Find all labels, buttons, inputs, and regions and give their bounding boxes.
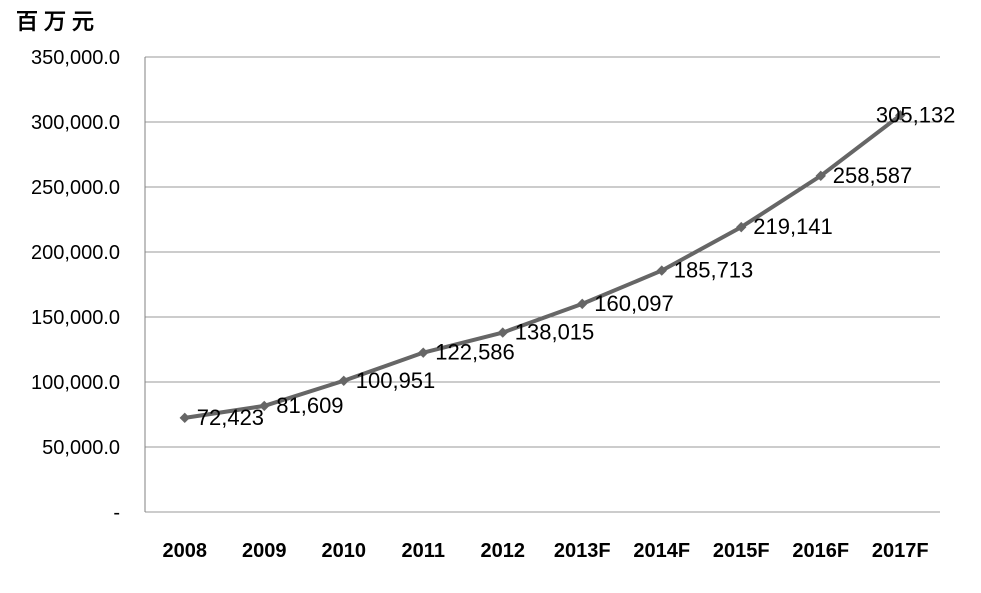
x-tick-label: 2008 <box>163 540 208 562</box>
y-tick-label: 300,000.0 <box>31 112 120 134</box>
y-axis-unit-label: 百万元 <box>16 9 101 35</box>
y-tick-label: 200,000.0 <box>31 242 120 264</box>
data-point-marker <box>497 327 508 338</box>
x-tick-label: 2009 <box>242 540 287 562</box>
y-tick-label: 50,000.0 <box>42 437 120 459</box>
data-label: 160,097 <box>594 291 674 316</box>
y-tick-label: - <box>113 502 120 524</box>
data-point-marker <box>895 110 906 121</box>
y-tick-label: 150,000.0 <box>31 307 120 329</box>
data-label: 258,587 <box>833 163 913 188</box>
data-point-marker <box>656 265 667 276</box>
data-label: 219,141 <box>753 214 833 239</box>
data-label: 122,586 <box>435 340 515 365</box>
data-point-marker <box>736 221 747 233</box>
data-label: 100,951 <box>356 368 436 393</box>
data-point-marker <box>815 170 826 182</box>
y-tick-label: 350,000.0 <box>31 47 120 69</box>
series-line <box>184 113 902 420</box>
data-point-marker <box>259 400 270 412</box>
data-label: 72,423 <box>197 405 264 430</box>
data-label: 305,132 <box>876 102 956 127</box>
data-label: 185,713 <box>674 258 754 283</box>
y-tick-label: 250,000.0 <box>31 177 120 199</box>
data-point-marker <box>179 412 190 424</box>
data-point-marker <box>577 298 588 310</box>
x-tick-label: 2012 <box>481 540 526 562</box>
x-tick-label: 2016F <box>792 540 849 562</box>
data-point-marker <box>338 375 349 386</box>
data-label: 138,015 <box>515 320 595 345</box>
data-label: 81,609 <box>276 393 343 418</box>
x-tick-label: 2015F <box>713 540 770 562</box>
data-point-marker <box>418 347 429 358</box>
x-tick-label: 2011 <box>402 540 445 562</box>
y-tick-label: 100,000.0 <box>31 372 120 394</box>
x-tick-label: 2013F <box>554 540 611 562</box>
x-tick-label: 2014F <box>633 540 690 562</box>
x-tick-label: 2010 <box>322 540 367 562</box>
x-tick-label: 2017F <box>872 540 929 562</box>
